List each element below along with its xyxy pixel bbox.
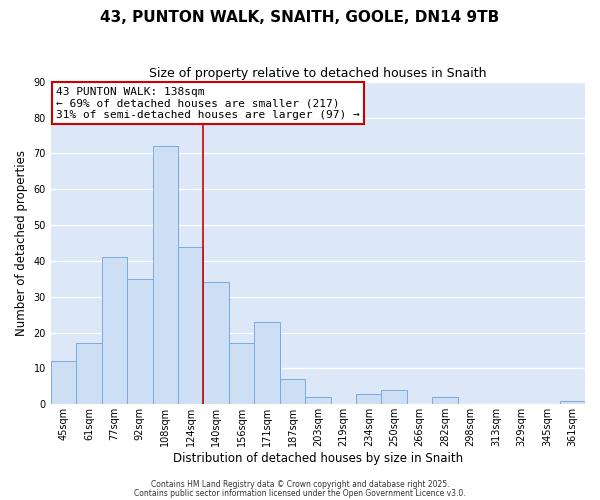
Bar: [382, 390, 407, 404]
Bar: [229, 344, 254, 404]
Y-axis label: Number of detached properties: Number of detached properties: [15, 150, 28, 336]
Bar: [127, 279, 152, 404]
Bar: [356, 394, 382, 404]
Bar: [280, 379, 305, 404]
Bar: [433, 397, 458, 404]
Text: Contains HM Land Registry data © Crown copyright and database right 2025.: Contains HM Land Registry data © Crown c…: [151, 480, 449, 489]
Text: 43, PUNTON WALK, SNAITH, GOOLE, DN14 9TB: 43, PUNTON WALK, SNAITH, GOOLE, DN14 9TB: [100, 10, 500, 25]
Bar: [305, 397, 331, 404]
X-axis label: Distribution of detached houses by size in Snaith: Distribution of detached houses by size …: [173, 452, 463, 465]
Bar: [203, 282, 229, 405]
Text: 43 PUNTON WALK: 138sqm
← 69% of detached houses are smaller (217)
31% of semi-de: 43 PUNTON WALK: 138sqm ← 69% of detached…: [56, 86, 360, 120]
Bar: [560, 400, 585, 404]
Bar: [51, 362, 76, 405]
Bar: [152, 146, 178, 405]
Bar: [178, 246, 203, 404]
Title: Size of property relative to detached houses in Snaith: Size of property relative to detached ho…: [149, 68, 487, 80]
Text: Contains public sector information licensed under the Open Government Licence v3: Contains public sector information licen…: [134, 488, 466, 498]
Bar: [76, 344, 101, 404]
Bar: [101, 258, 127, 404]
Bar: [254, 322, 280, 404]
